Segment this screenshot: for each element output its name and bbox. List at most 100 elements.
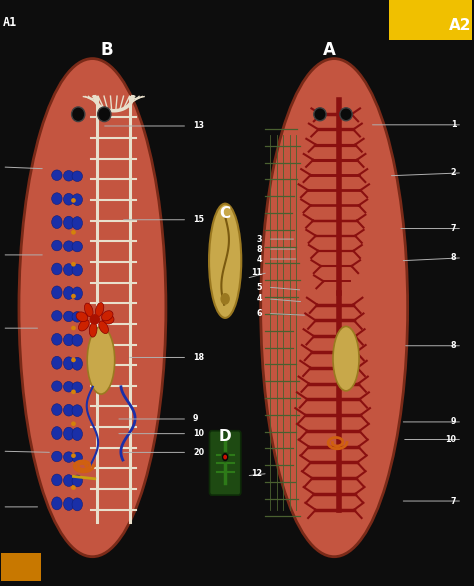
Ellipse shape (89, 322, 97, 337)
Text: 18: 18 (193, 353, 204, 362)
Ellipse shape (52, 170, 62, 180)
Ellipse shape (64, 334, 74, 346)
Ellipse shape (72, 264, 82, 276)
Text: A1: A1 (2, 16, 17, 29)
Ellipse shape (72, 452, 82, 463)
Ellipse shape (71, 326, 76, 331)
Text: C: C (219, 206, 231, 222)
Ellipse shape (72, 107, 85, 122)
Ellipse shape (79, 319, 89, 331)
Ellipse shape (72, 171, 82, 182)
Text: 8: 8 (256, 244, 262, 254)
Ellipse shape (64, 357, 74, 370)
Ellipse shape (71, 230, 76, 234)
Text: 4: 4 (256, 254, 262, 264)
Ellipse shape (64, 498, 74, 510)
Ellipse shape (72, 498, 82, 511)
Ellipse shape (52, 497, 62, 510)
Text: 1: 1 (451, 120, 456, 130)
Ellipse shape (221, 452, 229, 462)
Ellipse shape (52, 240, 62, 251)
Ellipse shape (64, 171, 74, 181)
Ellipse shape (314, 108, 326, 121)
Ellipse shape (64, 404, 74, 416)
Ellipse shape (52, 404, 62, 415)
Ellipse shape (72, 312, 82, 322)
Text: 7: 7 (451, 224, 456, 233)
Ellipse shape (72, 357, 82, 370)
Ellipse shape (72, 382, 82, 393)
FancyBboxPatch shape (389, 0, 472, 40)
Ellipse shape (84, 303, 93, 317)
Ellipse shape (72, 335, 82, 346)
Text: D: D (219, 429, 231, 444)
Ellipse shape (71, 485, 76, 490)
Ellipse shape (64, 264, 74, 275)
Ellipse shape (64, 452, 74, 462)
Ellipse shape (71, 390, 76, 394)
Ellipse shape (64, 241, 74, 251)
Ellipse shape (52, 193, 62, 205)
Text: 4: 4 (256, 294, 262, 304)
FancyBboxPatch shape (210, 431, 241, 495)
Ellipse shape (71, 454, 76, 458)
Ellipse shape (52, 286, 62, 299)
Ellipse shape (95, 302, 104, 316)
Ellipse shape (52, 474, 62, 486)
Ellipse shape (64, 216, 74, 229)
Text: 2: 2 (451, 168, 456, 178)
Ellipse shape (220, 293, 230, 305)
Ellipse shape (72, 405, 82, 417)
Text: 10: 10 (193, 429, 204, 438)
Text: A: A (323, 41, 336, 59)
Ellipse shape (71, 198, 76, 203)
Text: 9: 9 (451, 417, 456, 427)
Ellipse shape (87, 326, 115, 394)
Ellipse shape (71, 262, 76, 267)
Text: A2: A2 (449, 18, 472, 33)
FancyBboxPatch shape (1, 553, 41, 581)
Ellipse shape (261, 59, 408, 557)
Ellipse shape (72, 217, 82, 230)
Text: 13: 13 (193, 121, 204, 131)
Text: 8: 8 (451, 341, 456, 350)
Ellipse shape (76, 312, 88, 322)
Ellipse shape (101, 311, 113, 321)
Ellipse shape (102, 315, 114, 324)
Ellipse shape (52, 311, 62, 321)
Ellipse shape (52, 381, 62, 391)
Text: 7: 7 (451, 496, 456, 506)
Text: 12: 12 (251, 469, 262, 478)
Ellipse shape (19, 59, 166, 557)
Ellipse shape (52, 263, 62, 275)
Ellipse shape (52, 451, 62, 462)
Ellipse shape (64, 193, 74, 205)
Ellipse shape (52, 333, 62, 345)
Ellipse shape (90, 314, 100, 325)
Ellipse shape (71, 421, 76, 426)
Ellipse shape (72, 428, 82, 441)
Text: B: B (100, 41, 113, 59)
Ellipse shape (64, 287, 74, 299)
Ellipse shape (72, 475, 82, 487)
Ellipse shape (52, 427, 62, 440)
Ellipse shape (64, 381, 74, 392)
Text: 8: 8 (451, 253, 456, 263)
Text: 5: 5 (256, 282, 262, 292)
Text: 6: 6 (256, 309, 262, 318)
Ellipse shape (99, 321, 109, 333)
Ellipse shape (64, 475, 74, 486)
Ellipse shape (72, 287, 82, 300)
Text: 11: 11 (251, 268, 262, 277)
Ellipse shape (64, 311, 74, 322)
Text: 20: 20 (193, 448, 204, 457)
Text: 3: 3 (256, 234, 262, 244)
Ellipse shape (72, 241, 82, 252)
Ellipse shape (72, 194, 82, 206)
Ellipse shape (64, 427, 74, 440)
Ellipse shape (209, 204, 241, 318)
Ellipse shape (71, 294, 76, 298)
Ellipse shape (71, 357, 76, 362)
Text: 10: 10 (446, 435, 456, 444)
Text: 9: 9 (193, 414, 199, 424)
